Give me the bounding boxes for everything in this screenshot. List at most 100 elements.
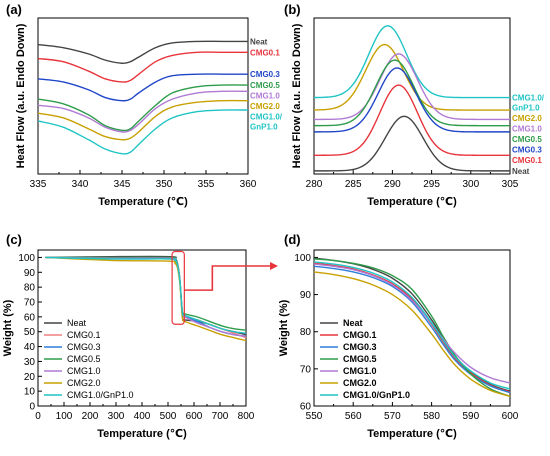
legend-label-line: CMG0.3 [250, 70, 280, 79]
x-axis-label: Temperature (℃) [97, 428, 187, 440]
legend-label: CMG0.3 [250, 70, 280, 79]
legend-label-line: CMG0.1 [512, 156, 542, 165]
legend-label: Neat [67, 318, 87, 328]
y-tick-label: 90 [300, 290, 312, 301]
y-axis-label: Heat Flow (a.u. Endo Down) [291, 23, 303, 168]
legend-label-line: CMG1.0 [512, 125, 542, 134]
legend-label-line: Neat [250, 37, 268, 46]
legend-label: Neat [343, 318, 363, 328]
y-tick-label: 100 [18, 253, 35, 264]
legend-label: CMG1.0/GnP1.0 [343, 390, 410, 400]
legend-label: CMG1.0/GnP1.0 [67, 390, 134, 400]
series-line [313, 67, 510, 133]
x-tick-label: 300 [108, 411, 125, 422]
y-tick-label: 70 [300, 364, 312, 375]
x-tick-label: 340 [72, 179, 89, 190]
y-tick-label: 60 [24, 312, 36, 323]
legend-label: CMG0.1 [512, 156, 542, 165]
legend-label-line: GnP1.0 [250, 123, 278, 132]
legend-label-line: GnP1.0 [512, 104, 540, 113]
x-tick-label: 300 [462, 179, 479, 190]
x-tick-label: 200 [82, 411, 99, 422]
series-line [314, 53, 510, 121]
series-line [314, 59, 510, 127]
x-axis-label: Temperature (℃) [98, 196, 188, 208]
legend-label: CMG1.0 [67, 366, 101, 376]
legend-label: CMG0.5 [250, 81, 280, 90]
y-tick-label: 70 [24, 298, 36, 309]
x-tick-label: 550 [306, 411, 323, 422]
x-tick-label: 400 [134, 411, 151, 422]
legend-label: Neat [250, 37, 268, 46]
legend-label-line: CMG0.3 [512, 146, 542, 155]
series-line [45, 256, 247, 342]
legend-label-line: CMG0.5 [250, 81, 280, 90]
y-tick-label: 20 [24, 372, 36, 383]
x-tick-label: 800 [238, 411, 255, 422]
y-tick-label: 0 [29, 402, 35, 413]
y-tick-label: 60 [300, 402, 312, 413]
x-tick-label: 360 [240, 179, 257, 190]
legend-label: CMG0.3 [512, 146, 542, 155]
x-tick-label: 335 [30, 179, 47, 190]
series-line [313, 25, 510, 99]
legend-label-line: CMG0.1 [250, 48, 280, 57]
legend-label: CMG0.5 [67, 354, 101, 364]
series-line [313, 261, 511, 390]
legend-label-line: CMG2.0 [250, 102, 280, 111]
y-tick-label: 90 [24, 268, 36, 279]
legend-label: CMG0.3 [343, 342, 377, 352]
panel-label: (c) [6, 232, 22, 247]
panel-label: (d) [284, 232, 301, 247]
x-axis-label: Temperature (℃) [367, 428, 457, 440]
x-tick-label: 100 [56, 411, 73, 422]
legend-label-line: CMG1.0/ [512, 94, 545, 103]
legend-label: CMG1.0 [343, 366, 377, 376]
x-tick-label: 570 [384, 411, 401, 422]
x-tick-label: 600 [502, 411, 519, 422]
series-line [313, 271, 511, 398]
legend-label: CMG1.0/GnP1.0 [512, 94, 545, 113]
legend-label-line: CMG2.0 [512, 114, 542, 123]
y-tick-label: 80 [300, 327, 312, 338]
legend-label: CMG1.0/GnP1.0 [250, 113, 283, 132]
legend-label: CMG0.1 [343, 330, 377, 340]
y-tick-label: 80 [24, 283, 36, 294]
x-tick-label: 600 [186, 411, 203, 422]
y-tick-label: 30 [24, 357, 36, 368]
x-tick-label: 345 [114, 179, 131, 190]
series-line [313, 263, 511, 384]
x-tick-label: 290 [384, 179, 401, 190]
x-tick-label: 590 [462, 411, 479, 422]
x-axis-label: Temperature (℃) [367, 196, 457, 208]
series-line [313, 43, 510, 111]
y-axis-label: Heat Flow (a.u. Endo Down) [15, 23, 27, 168]
legend-label: Neat [512, 167, 530, 176]
legend-label: CMG0.3 [67, 342, 101, 352]
y-tick-label: 50 [24, 327, 36, 338]
x-tick-label: 560 [345, 411, 362, 422]
arrow-line [184, 265, 272, 291]
x-tick-label: 0 [35, 411, 41, 422]
y-axis-label: Weight (%) [2, 299, 14, 356]
legend-label: CMG1.0 [512, 125, 542, 134]
series-line [314, 84, 510, 156]
series-line [37, 99, 249, 141]
legend-label: CMG2.0 [67, 378, 101, 388]
panel-label: (b) [284, 2, 301, 17]
legend-label-line: CMG1.0 [250, 92, 280, 101]
series-line [37, 40, 248, 64]
series-line [37, 109, 249, 155]
x-tick-label: 700 [212, 411, 229, 422]
legend-label-line: Neat [512, 167, 530, 176]
x-tick-label: 350 [156, 179, 173, 190]
legend-label: CMG0.1 [67, 330, 101, 340]
series-line [37, 73, 248, 102]
highlight-box [171, 250, 185, 325]
legend-label: CMG2.0 [250, 102, 280, 111]
legend-label-line: CMG0.5 [512, 135, 542, 144]
legend-label: CMG1.0 [250, 92, 280, 101]
x-tick-label: 305 [502, 179, 519, 190]
x-tick-label: 355 [198, 179, 215, 190]
